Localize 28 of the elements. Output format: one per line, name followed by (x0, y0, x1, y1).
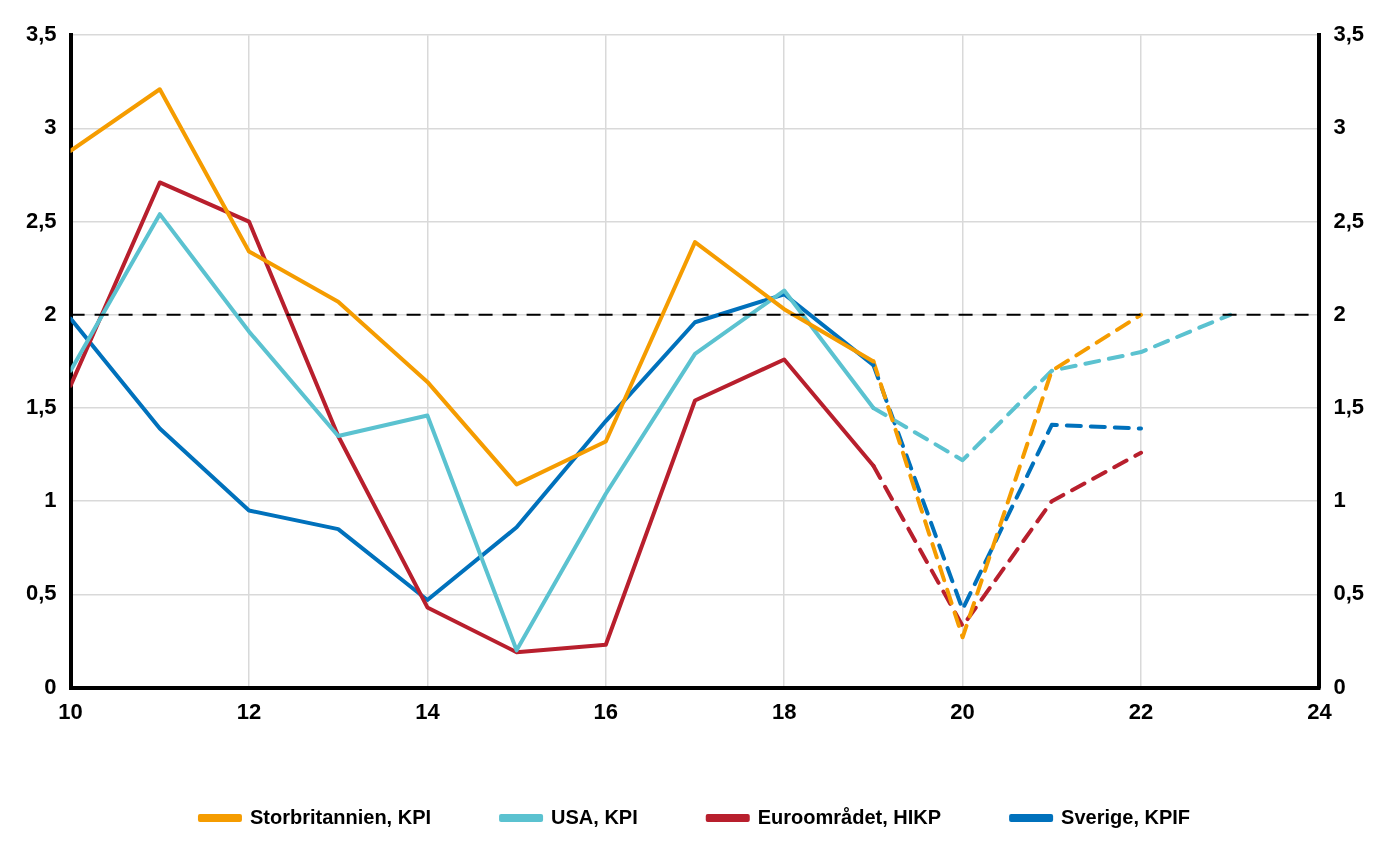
y-tick-label: 3 (44, 114, 57, 140)
legend-label: Storbritannien, KPI (249, 805, 432, 828)
y2-tick-label: 2 (1333, 300, 1346, 326)
y2-tick-label: 3 (1333, 114, 1346, 140)
x-tick-label: 14 (415, 698, 441, 724)
y2-tick-label: 3,5 (1333, 21, 1365, 47)
x-tick-label: 20 (950, 698, 975, 724)
legend-label: USA, KPI (551, 805, 638, 828)
x-tick-label: 12 (236, 698, 262, 724)
legend-label: Euroområdet, HIKP (757, 805, 942, 828)
y2-tick-label: 1 (1333, 487, 1346, 513)
x-tick-label: 24 (1307, 698, 1333, 724)
y-tick-label: 0,5 (25, 580, 57, 606)
y2-tick-label: 2,5 (1333, 207, 1365, 233)
x-tick-label: 16 (593, 698, 619, 724)
y-tick-label: 2 (44, 300, 57, 326)
y2-tick-label: 1,5 (1333, 394, 1365, 420)
legend-label: Sverige, KPIF (1061, 805, 1191, 828)
x-tick-label: 22 (1128, 698, 1154, 724)
y-tick-label: 2,5 (25, 207, 57, 233)
x-tick-label: 10 (58, 698, 83, 724)
y-tick-label: 0 (44, 673, 57, 699)
y-tick-label: 1,5 (25, 394, 57, 420)
y-tick-label: 1 (44, 487, 57, 513)
y2-tick-label: 0,5 (1333, 580, 1365, 606)
y-tick-label: 3,5 (25, 21, 57, 47)
y2-tick-label: 0 (1333, 673, 1346, 699)
x-tick-label: 18 (771, 698, 797, 724)
